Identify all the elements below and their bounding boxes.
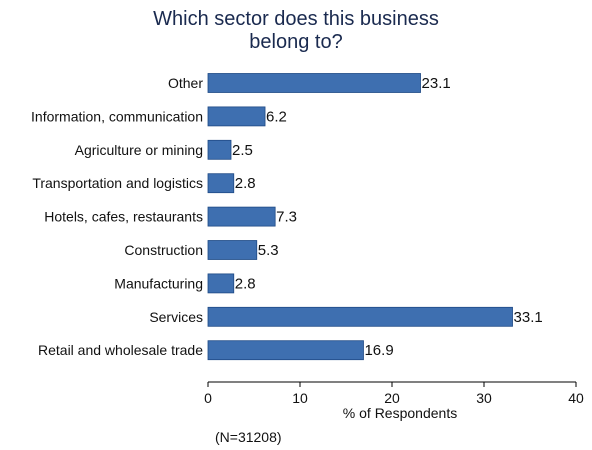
category-label: Manufacturing [114,275,203,291]
sample-size-note: (N=31208) [215,429,282,445]
category-label: Transportation and logistics [32,175,203,191]
bar [207,306,513,327]
value-label: 5.3 [258,242,279,259]
value-label: 2.8 [235,175,256,192]
value-label: 16.9 [364,342,393,359]
bar [207,173,235,194]
bar [207,73,421,93]
category-label: Services [149,309,203,325]
x-tick-label: 40 [568,390,584,406]
value-label: 2.8 [235,275,256,292]
value-labels-group: 23.16.22.52.87.35.32.833.116.9 [232,75,543,359]
chart-title-line-1: Which sector does this business [153,8,439,30]
category-label: Retail and wholesale trade [38,342,203,358]
bar [207,106,266,127]
value-label: 7.3 [276,209,297,226]
category-label: Information, communication [31,108,203,124]
x-axis-label: % of Respondents [343,405,457,421]
category-label: Agriculture or mining [75,142,203,158]
bar [207,273,235,294]
bar [207,206,276,227]
value-label: 2.5 [232,142,253,159]
category-labels-group: Other Information, communication Agricultu… [31,75,203,358]
x-tick-label: 10 [292,390,308,406]
x-tick-label: 30 [476,390,492,406]
x-tick-label: 0 [204,390,212,406]
x-tick-label: 20 [384,390,400,406]
bar [207,340,364,361]
value-label: 33.1 [514,309,543,326]
bars-group [207,73,513,361]
value-label: 23.1 [422,75,451,92]
category-label: Construction [124,242,203,258]
category-label: Hotels, cafes, restaurants [44,209,203,225]
bar [207,240,258,260]
chart-title-line-2: belong to? [249,31,342,53]
x-ticks-group: 0 10 20 30 40 [204,382,584,406]
bar [207,139,232,160]
value-label: 6.2 [266,108,287,125]
category-label: Other [168,75,203,91]
